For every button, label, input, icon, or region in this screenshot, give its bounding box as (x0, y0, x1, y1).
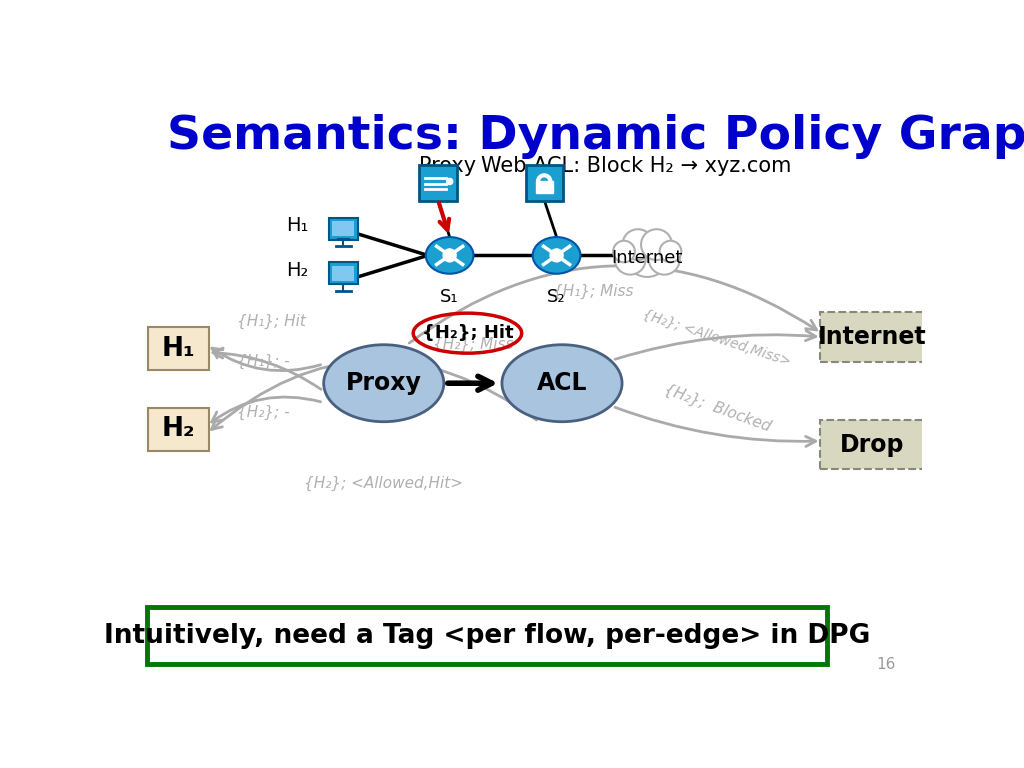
Ellipse shape (324, 345, 443, 422)
Circle shape (641, 229, 672, 260)
Text: Web ACL: Block H₂ → xyz.com: Web ACL: Block H₂ → xyz.com (480, 156, 791, 176)
Text: {H₁}; Hit: {H₁}; Hit (237, 314, 306, 329)
Circle shape (649, 244, 680, 275)
FancyBboxPatch shape (332, 221, 353, 236)
Ellipse shape (502, 345, 622, 422)
Text: 16: 16 (876, 657, 895, 672)
FancyBboxPatch shape (820, 420, 924, 469)
Circle shape (623, 229, 653, 260)
FancyBboxPatch shape (420, 164, 457, 201)
Text: Semantics: Dynamic Policy Graph (DPG): Semantics: Dynamic Policy Graph (DPG) (167, 114, 1024, 159)
Text: S₂: S₂ (547, 288, 566, 306)
Text: H₁: H₁ (162, 336, 196, 362)
Text: Intuitively, need a Tag <per flow, per-edge> in DPG: Intuitively, need a Tag <per flow, per-e… (103, 623, 870, 649)
Text: H₂: H₂ (286, 260, 308, 280)
Circle shape (626, 233, 669, 277)
Text: Proxy: Proxy (346, 371, 422, 396)
Circle shape (446, 178, 453, 184)
Text: {H₂}; <Allowed,Hit>: {H₂}; <Allowed,Hit> (304, 475, 463, 491)
Text: {H₂}; <Allowed,Miss>: {H₂}; <Allowed,Miss> (641, 308, 793, 369)
FancyBboxPatch shape (146, 607, 827, 664)
FancyBboxPatch shape (820, 313, 924, 362)
FancyBboxPatch shape (525, 164, 563, 201)
Circle shape (550, 249, 563, 262)
FancyBboxPatch shape (148, 408, 209, 451)
Text: S₁: S₁ (440, 288, 459, 306)
Text: {H₁}; -: {H₁}; - (238, 354, 290, 369)
Text: Proxy: Proxy (419, 156, 476, 176)
Text: {H₂};  Blocked: {H₂}; Blocked (662, 382, 772, 434)
Circle shape (613, 241, 635, 263)
Text: {H₂}; -: {H₂}; - (238, 405, 290, 420)
Text: ACL: ACL (537, 371, 587, 396)
Text: H₂: H₂ (162, 416, 196, 442)
FancyBboxPatch shape (536, 180, 553, 193)
FancyBboxPatch shape (329, 263, 358, 284)
FancyBboxPatch shape (148, 327, 209, 370)
Ellipse shape (532, 237, 581, 273)
Text: Drop: Drop (840, 433, 904, 457)
Circle shape (614, 244, 646, 275)
Text: Internet: Internet (611, 250, 683, 267)
Text: {H₂}; Miss: {H₂}; Miss (432, 337, 513, 353)
Text: {H₂}; Hit: {H₂}; Hit (422, 324, 513, 343)
Text: {H₁}; Miss: {H₁}; Miss (553, 283, 633, 299)
Text: Internet: Internet (818, 325, 927, 349)
FancyBboxPatch shape (329, 217, 358, 240)
Circle shape (659, 241, 681, 263)
Circle shape (443, 249, 456, 262)
Ellipse shape (426, 237, 473, 273)
FancyBboxPatch shape (332, 266, 353, 280)
Text: H₁: H₁ (286, 216, 308, 235)
